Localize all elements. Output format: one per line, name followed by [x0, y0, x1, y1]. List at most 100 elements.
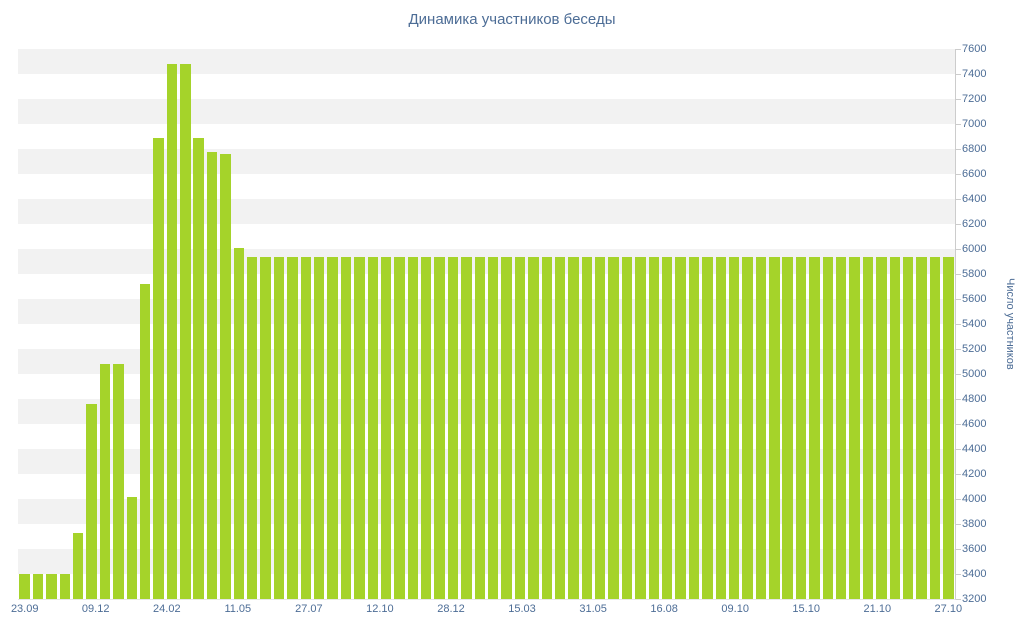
bar[interactable] [180, 64, 191, 599]
bar[interactable] [287, 256, 298, 599]
bar[interactable] [32, 574, 44, 599]
y-tick-label: 7000 [962, 118, 987, 130]
bar[interactable] [862, 256, 874, 599]
bar[interactable] [661, 256, 673, 599]
bar[interactable] [220, 154, 231, 599]
bar[interactable] [554, 256, 566, 599]
bar[interactable] [273, 256, 285, 599]
bar[interactable] [233, 247, 245, 599]
y-tick-label: 5600 [962, 293, 987, 305]
bar[interactable] [380, 256, 392, 599]
bar[interactable] [635, 256, 646, 599]
bar[interactable] [394, 256, 405, 599]
bar[interactable] [902, 256, 914, 599]
bar[interactable] [916, 256, 927, 599]
y-tick-mark [956, 374, 961, 375]
bar[interactable] [836, 256, 847, 599]
y-tick-mark [956, 299, 961, 300]
bar[interactable] [728, 256, 740, 599]
bar[interactable] [514, 256, 526, 599]
bar[interactable] [595, 256, 606, 599]
bar[interactable] [501, 256, 512, 599]
y-tick-label: 7400 [962, 68, 987, 80]
bar[interactable] [474, 256, 486, 599]
bar[interactable] [688, 256, 700, 599]
bar[interactable] [876, 256, 887, 599]
bar[interactable] [943, 256, 954, 599]
y-tick-label: 3600 [962, 543, 987, 555]
bar[interactable] [73, 532, 84, 599]
y-tick-mark [956, 249, 961, 250]
bar[interactable] [447, 256, 459, 599]
x-tick-label: 23.09 [10, 603, 39, 615]
bar[interactable] [795, 256, 807, 599]
y-tick-mark [956, 474, 961, 475]
y-tick-mark [956, 174, 961, 175]
y-tick-mark [956, 74, 961, 75]
bar[interactable] [113, 364, 124, 599]
y-tick-mark [956, 199, 961, 200]
y-tick-mark [956, 124, 961, 125]
bar[interactable] [675, 256, 686, 599]
bar[interactable] [206, 151, 218, 599]
bar[interactable] [260, 256, 271, 599]
bar[interactable] [822, 256, 834, 599]
bar[interactable] [340, 256, 352, 599]
bar[interactable] [313, 256, 325, 599]
y-tick-mark [956, 524, 961, 525]
bar[interactable] [354, 256, 365, 599]
bar[interactable] [809, 256, 820, 599]
bar[interactable] [327, 256, 338, 599]
y-tick-mark [956, 349, 961, 350]
bar[interactable] [528, 256, 539, 599]
x-tick-label: 09.12 [81, 603, 110, 615]
y-tick-mark [956, 274, 961, 275]
x-tick-label: 24.02 [153, 603, 181, 615]
bar[interactable] [742, 256, 753, 599]
bar[interactable] [849, 256, 860, 599]
bar[interactable] [769, 256, 780, 599]
bar[interactable] [581, 256, 593, 599]
x-tick-label: 15.03 [508, 603, 536, 615]
y-axis-title: Число участников [1004, 278, 1016, 370]
bar[interactable] [889, 256, 900, 599]
bar[interactable] [621, 256, 633, 599]
bar[interactable] [487, 256, 499, 599]
bar[interactable] [300, 256, 311, 599]
bar[interactable] [153, 137, 164, 599]
bar[interactable] [139, 284, 151, 599]
bar[interactable] [461, 256, 472, 599]
bar[interactable] [126, 496, 137, 599]
y-tick-mark [956, 399, 961, 400]
y-tick-label: 5200 [962, 343, 987, 355]
bar[interactable] [782, 256, 793, 599]
bar[interactable] [86, 404, 97, 599]
y-tick-mark [956, 224, 961, 225]
bar[interactable] [166, 64, 178, 599]
y-tick-label: 6400 [962, 193, 987, 205]
bar[interactable] [19, 574, 30, 599]
bar[interactable] [99, 364, 111, 599]
bar[interactable] [193, 137, 204, 599]
y-tick-label: 6600 [962, 168, 987, 180]
bar[interactable] [715, 256, 726, 599]
bar[interactable] [755, 256, 767, 599]
bar[interactable] [929, 256, 941, 599]
bar[interactable] [648, 256, 660, 599]
bar[interactable] [367, 256, 378, 599]
y-tick-mark [956, 599, 961, 600]
bar[interactable] [434, 256, 445, 599]
bar[interactable] [46, 574, 57, 599]
bar[interactable] [568, 256, 579, 599]
x-tick-label: 16.08 [650, 603, 678, 615]
y-tick-label: 4600 [962, 418, 987, 430]
bar[interactable] [702, 256, 713, 599]
y-tick-mark [956, 449, 961, 450]
bar[interactable] [541, 256, 552, 599]
y-tick-label: 4000 [962, 493, 987, 505]
bar[interactable] [421, 256, 432, 599]
bar[interactable] [247, 256, 258, 599]
bar[interactable] [59, 574, 71, 599]
bar[interactable] [608, 256, 619, 599]
bar[interactable] [407, 256, 419, 599]
